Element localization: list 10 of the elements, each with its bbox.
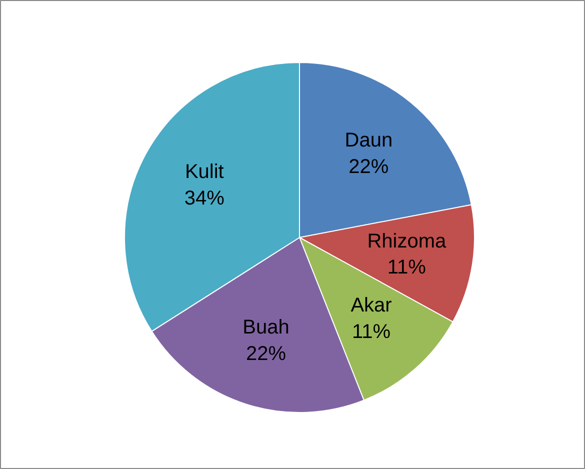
data-label: 22%: [246, 342, 286, 365]
slice-label: Buah: [242, 316, 290, 338]
data-label: 11%: [387, 256, 426, 279]
slice-label: Rhizoma: [367, 230, 447, 252]
slice-label: Kulit: [184, 161, 224, 184]
data-label: 22%: [348, 156, 389, 178]
slice-label: Akar: [350, 294, 392, 317]
data-label: 11%: [352, 321, 391, 344]
data-label: 34%: [184, 187, 225, 210]
slice-label: Daun: [344, 130, 393, 152]
